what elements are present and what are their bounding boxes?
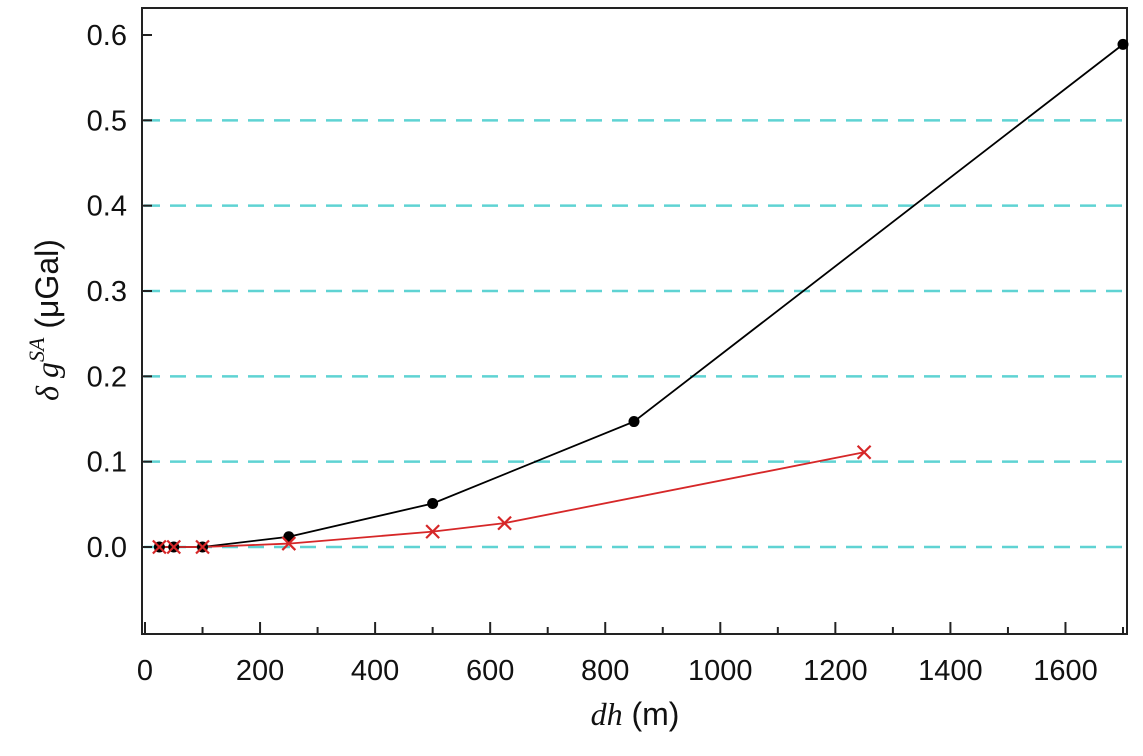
y-axis-variable: g — [29, 362, 65, 378]
data-point — [166, 539, 182, 555]
y-tick-label: 0.4 — [87, 191, 127, 223]
plot-frame — [141, 7, 1128, 635]
data-point-stroke — [166, 539, 182, 555]
x-axis-label: dh (m) — [591, 696, 680, 732]
y-tick-label: 0.0 — [87, 532, 127, 564]
data-point-stroke — [152, 539, 167, 555]
x-axis-unit: (m) — [623, 696, 680, 732]
y-tick-label: 0.3 — [87, 276, 127, 308]
series-line — [159, 451, 865, 548]
y-tick-label: 0.2 — [87, 361, 127, 393]
data-point-stroke — [425, 524, 440, 539]
x-tick-label: 800 — [581, 655, 629, 687]
data-point — [281, 536, 297, 551]
x-tick-label: 400 — [351, 655, 399, 687]
x-tick-label: 1000 — [688, 655, 753, 687]
data-point — [856, 445, 872, 460]
y-tick-label: 0.6 — [87, 20, 127, 52]
x-tick-label: 600 — [466, 655, 514, 687]
x-tick-label: 1400 — [918, 655, 983, 687]
x-tick-label: 1600 — [1033, 655, 1098, 687]
data-point-stroke — [281, 536, 297, 551]
data-point — [152, 539, 167, 555]
x-axis-variable: dh — [591, 696, 623, 732]
data-point-stroke — [856, 445, 872, 460]
y-axis-superscript: SA — [24, 337, 49, 362]
data-point — [1117, 38, 1129, 50]
y-axis-space — [29, 378, 65, 386]
x-tick-label: 1200 — [803, 655, 868, 687]
data-point — [425, 524, 440, 539]
y-tick-label: 0.1 — [87, 447, 127, 479]
data-point — [628, 416, 640, 428]
data-point-stroke — [195, 539, 210, 555]
y-axis-label: δ gSA (μGal) — [24, 239, 65, 401]
data-point — [195, 539, 210, 555]
y-axis-unit: (μGal) — [29, 239, 65, 337]
data-point-stroke — [497, 515, 512, 531]
x-tick-label: 0 — [137, 655, 153, 687]
y-axis-symbol: δ — [29, 385, 65, 401]
data-point — [497, 515, 512, 531]
data-point — [427, 497, 439, 509]
x-tick-label: 200 — [236, 655, 284, 687]
y-tick-label: 0.5 — [87, 105, 127, 137]
